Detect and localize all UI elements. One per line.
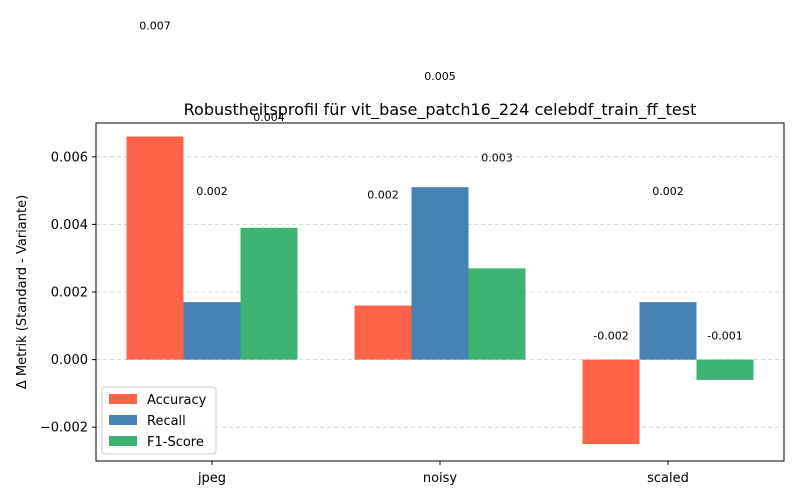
chart-title: Robustheitsprofil für vit_base_patch16_2… — [184, 100, 697, 120]
legend-label: Recall — [147, 414, 186, 429]
bar-recall-jpeg — [183, 302, 241, 360]
data-labels: 0.007 0.002 0.004 0.002 0.005 0.003 -0.002 0.00… — [139, 20, 742, 343]
data-label: -0.002 — [593, 330, 628, 343]
y-tick-label: 0.000 — [51, 353, 88, 368]
y-axis-label: Δ Metrik (Standard - Variante) — [15, 195, 30, 389]
data-label: 0.007 — [139, 20, 171, 33]
y-tick-label: −0.002 — [40, 421, 88, 436]
bars — [126, 136, 754, 445]
bar-accuracy-scaled — [582, 359, 640, 445]
legend-swatch — [109, 436, 137, 446]
x-tick-label: scaled — [647, 471, 689, 486]
y-tick-label: 0.004 — [51, 218, 88, 233]
data-label: 0.002 — [367, 189, 399, 202]
bar-recall-noisy — [411, 187, 469, 360]
bar-f1-score-jpeg — [240, 227, 298, 360]
bar-accuracy-jpeg — [126, 136, 184, 360]
data-label: 0.004 — [253, 111, 285, 124]
legend-swatch — [109, 415, 137, 425]
data-label: 0.002 — [652, 185, 684, 198]
legend-swatch — [109, 394, 137, 404]
bar-f1-score-scaled — [696, 359, 754, 380]
data-label: -0.001 — [707, 330, 742, 343]
data-label: 0.005 — [424, 70, 456, 83]
legend-label: F1-Score — [147, 435, 204, 450]
y-tick-label: 0.002 — [51, 286, 88, 301]
bar-recall-scaled — [639, 302, 697, 360]
y-tick-label: 0.006 — [51, 150, 88, 165]
legend: Accuracy Recall F1-Score — [101, 386, 217, 455]
bar-accuracy-noisy — [354, 305, 412, 360]
axis-ticks: −0.002 0.000 0.002 0.004 0.006 jpeg noisy scale… — [40, 150, 689, 486]
x-tick-label: jpeg — [197, 471, 226, 486]
legend-label: Accuracy — [147, 393, 207, 408]
data-label: 0.002 — [196, 185, 228, 198]
x-tick-label: noisy — [423, 471, 458, 486]
bar-f1-score-noisy — [468, 268, 526, 360]
data-label: 0.003 — [481, 151, 513, 164]
